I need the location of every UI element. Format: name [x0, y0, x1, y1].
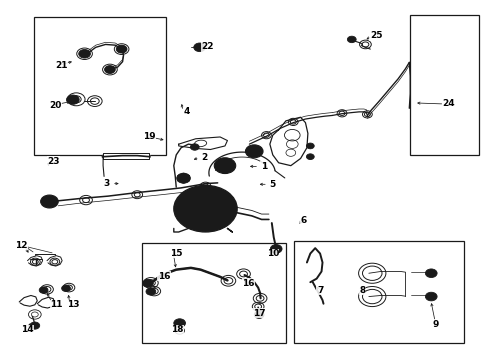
Circle shape — [173, 185, 237, 232]
Circle shape — [146, 288, 156, 295]
Circle shape — [142, 279, 153, 287]
Text: 4: 4 — [183, 107, 190, 116]
Circle shape — [245, 145, 263, 158]
Circle shape — [66, 95, 79, 104]
Text: 10: 10 — [266, 249, 278, 258]
Text: 20: 20 — [49, 101, 61, 110]
Text: 19: 19 — [143, 132, 155, 141]
Circle shape — [190, 144, 199, 150]
Circle shape — [176, 173, 190, 183]
Text: 23: 23 — [47, 157, 60, 166]
Text: 18: 18 — [171, 325, 183, 334]
Bar — [34, 17, 166, 155]
Text: 14: 14 — [21, 325, 34, 334]
Bar — [142, 243, 285, 343]
Circle shape — [425, 269, 436, 278]
Circle shape — [193, 43, 205, 51]
Circle shape — [270, 244, 282, 253]
Text: 15: 15 — [170, 249, 182, 258]
Text: 9: 9 — [431, 320, 438, 329]
Text: 7: 7 — [316, 286, 323, 295]
Text: 13: 13 — [66, 300, 79, 309]
Text: 12: 12 — [15, 241, 27, 250]
Circle shape — [214, 158, 235, 174]
Circle shape — [39, 287, 48, 293]
Text: 8: 8 — [359, 286, 365, 295]
Text: 1: 1 — [260, 162, 266, 171]
Circle shape — [30, 322, 40, 329]
Circle shape — [61, 285, 70, 292]
Circle shape — [41, 195, 58, 208]
Text: 16: 16 — [242, 279, 254, 288]
Circle shape — [306, 154, 314, 159]
Circle shape — [116, 45, 127, 53]
Text: 11: 11 — [50, 300, 62, 309]
Bar — [409, 15, 478, 155]
Text: 5: 5 — [269, 180, 275, 189]
Polygon shape — [177, 173, 189, 183]
Text: 25: 25 — [369, 31, 382, 40]
Circle shape — [346, 36, 355, 42]
Circle shape — [425, 292, 436, 301]
Bar — [294, 241, 463, 343]
Text: 3: 3 — [103, 179, 110, 188]
Text: 17: 17 — [252, 309, 265, 318]
Polygon shape — [269, 117, 307, 166]
Ellipse shape — [194, 140, 206, 147]
Polygon shape — [178, 137, 227, 149]
Text: 21: 21 — [55, 61, 68, 70]
Text: 16: 16 — [158, 271, 170, 280]
Circle shape — [173, 319, 185, 327]
Text: 6: 6 — [300, 216, 306, 225]
Circle shape — [306, 143, 314, 149]
Text: 24: 24 — [441, 99, 454, 108]
Polygon shape — [103, 153, 149, 159]
Circle shape — [79, 49, 90, 58]
Circle shape — [104, 66, 115, 73]
Text: 22: 22 — [201, 42, 214, 51]
Text: 2: 2 — [201, 153, 207, 162]
Circle shape — [254, 311, 264, 319]
